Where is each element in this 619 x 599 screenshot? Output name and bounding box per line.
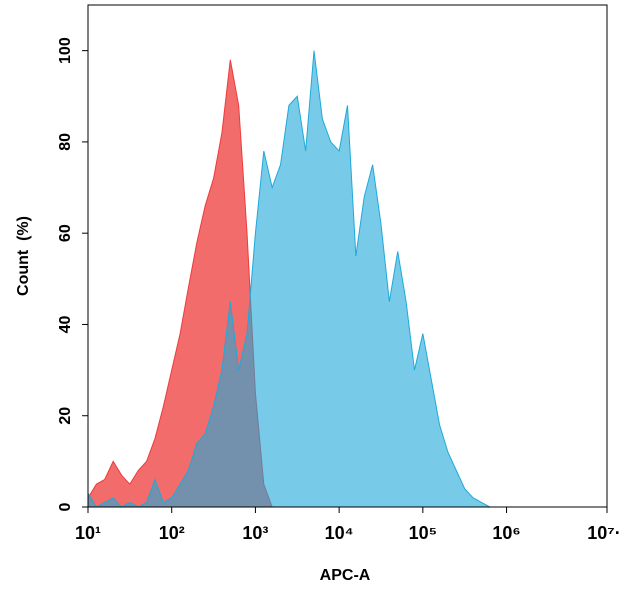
y-tick-label: 40 [57, 315, 74, 333]
y-tick-label: 80 [57, 133, 74, 151]
y-tick-label: 60 [57, 224, 74, 242]
y-tick-label: 100 [57, 37, 74, 64]
x-tick-label: 10¹ [75, 523, 101, 543]
y-tick-label: 20 [57, 407, 74, 425]
x-tick-label: 10⁶ [492, 523, 520, 543]
y-axis-label: Count (%) [15, 216, 32, 296]
x-tick-label: 10⁷·² [587, 523, 619, 543]
x-axis-label: APC-A [320, 567, 371, 584]
plot-frame [87, 4, 608, 508]
x-tick-label: 10⁴ [325, 523, 354, 543]
area [87, 50, 507, 508]
y-tick-label: 0 [57, 502, 74, 511]
x-tick-label: 10² [159, 523, 185, 543]
x-tick-label: 10⁵ [409, 523, 437, 543]
x-tick-label: 10³ [242, 523, 268, 543]
